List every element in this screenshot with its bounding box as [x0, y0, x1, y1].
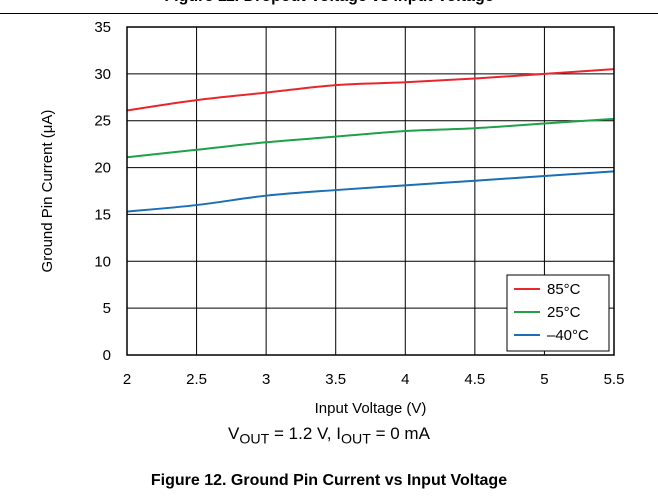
x-tick-label: 5.5	[604, 371, 625, 388]
test-condition: VOUT = 1.2 V, IOUT = 0 mA	[0, 424, 658, 447]
x-tick-label: 4.5	[464, 371, 485, 388]
iout-value: = 0 mA	[370, 424, 430, 443]
vout-value: = 1.2 V,	[269, 424, 337, 443]
y-tick-label: 20	[94, 160, 111, 177]
legend-label: 25°C	[547, 304, 581, 321]
y-tick-label: 15	[94, 206, 111, 223]
y-tick-label: 35	[94, 19, 111, 36]
plot-frame	[126, 26, 615, 356]
series-line-2	[126, 170, 615, 213]
x-tick-label: 3	[262, 371, 270, 388]
series-line-0	[126, 68, 615, 112]
iout-subscript: OUT	[340, 431, 371, 448]
series-lines	[126, 68, 615, 213]
legend-label: –40°C	[547, 327, 589, 344]
x-tick-label: 2.5	[186, 371, 207, 388]
x-tick-label: 2	[123, 371, 131, 388]
tick-labels: 2 2.5 3 3.5 4 4.5 5 5.5 0 5 10 15 20 25 30 35	[94, 19, 624, 388]
x-tick-label: 4	[401, 371, 409, 388]
y-tick-label: 5	[103, 300, 111, 317]
figure-caption: Figure 12. Ground Pin Current vs Input V…	[150, 472, 508, 489]
iout-symbol: I	[336, 424, 341, 443]
vout-subscript: OUT	[239, 431, 270, 448]
y-tick-label: 25	[94, 113, 111, 130]
legend: 85°C 25°C –40°C	[506, 274, 610, 352]
y-axis-label: Ground Pin Current (μA)	[39, 110, 56, 273]
series-line-1	[126, 117, 615, 159]
y-tick-label: 30	[94, 66, 111, 83]
top-rule	[0, 13, 658, 14]
y-tick-label: 0	[103, 347, 111, 364]
x-tick-label: 5	[540, 371, 548, 388]
previous-figure-title-clipped: Figure 11. Dropout Voltage vs Input Volt…	[0, 0, 658, 12]
vout-symbol: V	[228, 424, 240, 443]
ground-pin-current-chart: 2 2.5 3 3.5 4 4.5 5 5.5 0 5 10 15 20 25 30 35 Input Vol…	[39, 19, 624, 417]
y-tick-label: 10	[94, 253, 111, 270]
legend-label: 85°C	[547, 281, 581, 298]
x-tick-label: 3.5	[325, 371, 346, 388]
x-axis-label: Input Voltage (V)	[315, 400, 427, 417]
